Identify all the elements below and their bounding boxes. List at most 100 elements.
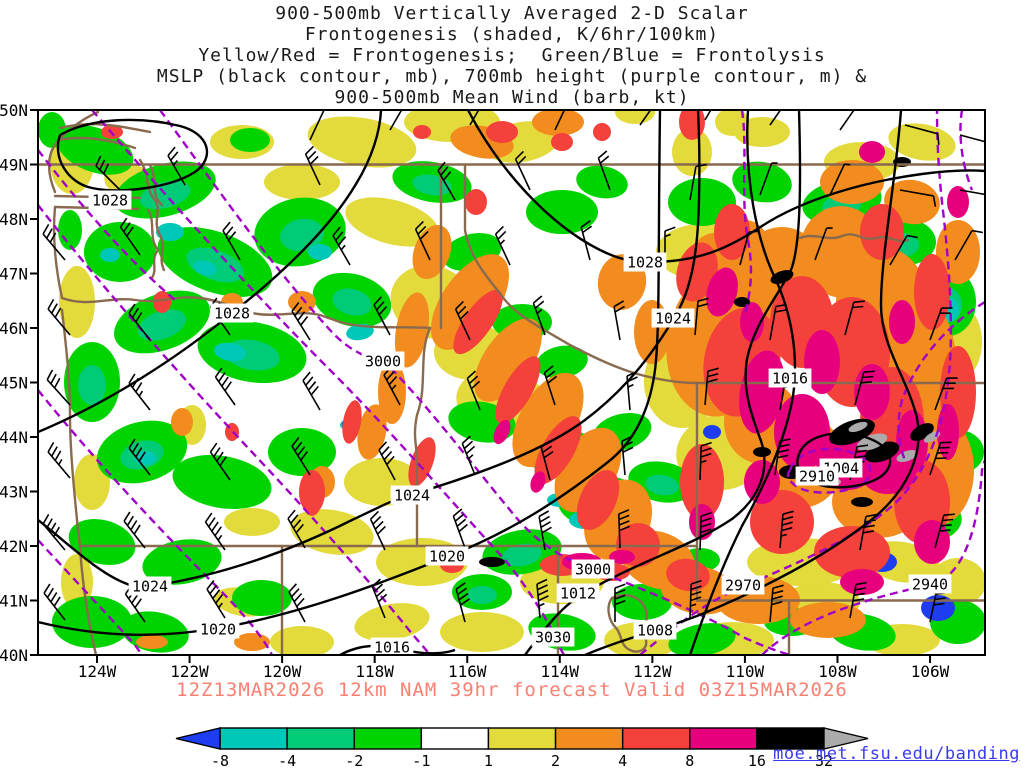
lat-label: 44N xyxy=(0,428,28,447)
wind-barb xyxy=(779,510,794,549)
frontogenesis-shade-blob xyxy=(914,520,950,564)
contour-label: 1028 xyxy=(92,192,128,210)
lat-label: 47N xyxy=(0,265,28,284)
frontogenesis-shade-blob xyxy=(171,408,193,436)
frontogenesis-shade-blob xyxy=(394,292,430,368)
700mb-height-contour xyxy=(38,539,143,655)
contour-label: 2970 xyxy=(725,577,761,595)
wind-barb xyxy=(540,440,554,481)
wind-barb xyxy=(613,300,626,341)
wind-barb xyxy=(829,163,851,196)
frontogenesis-shade-blob xyxy=(342,400,362,444)
frontogenesis-shade-blob xyxy=(430,254,510,350)
contour-label: 2910 xyxy=(799,468,835,486)
frontogenesis-shade-blob xyxy=(859,141,885,163)
wind-barb xyxy=(119,217,141,256)
700mb-height-contour xyxy=(897,300,985,463)
contour-label-bg xyxy=(361,351,405,371)
wind-barb xyxy=(704,367,719,406)
contour-label: 1024 xyxy=(394,487,430,505)
colorbar-tick-label: 2 xyxy=(551,752,560,768)
wind-barb xyxy=(514,150,531,191)
frontogenesis-shade-blob xyxy=(68,518,136,566)
mslp-contour xyxy=(466,110,985,264)
lat-label: 40N xyxy=(0,646,28,665)
state-border xyxy=(52,205,98,655)
frontogenesis-shade-blob xyxy=(706,267,738,317)
frontogenesis-shade-blob xyxy=(526,190,598,234)
colorbar-tick-label: 4 xyxy=(618,752,627,768)
wind-barb xyxy=(621,435,634,476)
mslp-contour xyxy=(688,110,797,655)
wind-barb xyxy=(128,438,151,476)
frontogenesis-shade-blob xyxy=(840,569,884,595)
contour-label: 1012 xyxy=(560,585,596,603)
frontogenesis-shade-blob xyxy=(84,222,156,282)
title-line-4: MSLP (black contour, mb), 700mb height (… xyxy=(156,66,868,87)
frontogenesis-shade-blob xyxy=(732,161,792,203)
frontogenesis-shade-blob xyxy=(332,288,372,316)
frontogenesis-shade-blob xyxy=(153,291,171,313)
wind-barb xyxy=(689,579,702,619)
frontogenesis-shade-blob xyxy=(413,125,431,139)
frontogenesis-shade-blob xyxy=(753,447,771,457)
contour-label: 2940 xyxy=(912,576,948,594)
lat-label: 45N xyxy=(0,374,28,393)
wind-barb xyxy=(849,581,867,619)
contour-label-bg xyxy=(425,546,469,566)
contour-label: 1024 xyxy=(655,310,691,328)
credit-link[interactable]: moe.met.fsu.edu/banding xyxy=(773,744,1020,764)
frontogenesis-shade-blob xyxy=(138,309,186,341)
mslp-contour xyxy=(38,110,383,434)
frontogenesis-shade-blob xyxy=(914,254,950,330)
frontogenesis-shade-blob xyxy=(854,364,890,420)
wind-barb xyxy=(369,510,386,551)
frontogenesis-shade-blob xyxy=(408,437,436,487)
wind-barb xyxy=(759,162,778,196)
frontogenesis-shade-blob xyxy=(345,197,439,247)
lon-label: 118W xyxy=(355,662,394,681)
wind-barb xyxy=(639,110,652,126)
colorbar-tick-label: -2 xyxy=(345,752,363,768)
wind-barb xyxy=(378,441,396,481)
wind-barb xyxy=(689,163,707,201)
frontogenesis-shade-blob xyxy=(467,586,497,604)
frontogenesis-shade-blob xyxy=(790,602,866,638)
frontogenesis-shade-blob xyxy=(576,470,620,530)
wind-barb xyxy=(769,303,787,341)
contour-label: 3000 xyxy=(575,561,611,579)
700mb-height-contour xyxy=(639,110,953,655)
contour-label-bg xyxy=(370,637,414,655)
lon-label: 124W xyxy=(78,662,117,681)
lon-label: 116W xyxy=(448,662,487,681)
frontogenesis-shade-blob xyxy=(551,133,573,151)
colorbar-segment xyxy=(353,727,423,750)
wind-barb xyxy=(536,578,549,619)
wind-barb xyxy=(291,302,311,341)
wind-barb xyxy=(614,583,626,622)
frontogenesis-shade-blob xyxy=(193,260,217,276)
700mb-height-contour xyxy=(38,204,431,655)
wind-barb xyxy=(47,299,71,336)
colorbar-tick-label: 16 xyxy=(748,752,766,768)
contour-label-bg xyxy=(88,190,132,210)
frontogenesis-shade-blob xyxy=(270,626,334,655)
state-border xyxy=(138,158,166,272)
wind-barb xyxy=(769,110,782,126)
wind-barb xyxy=(371,578,388,619)
frontogenesis-shade-blob xyxy=(593,123,611,141)
wind-barb xyxy=(814,227,833,261)
wind-barb xyxy=(739,230,760,266)
frontogenesis-shade-blob xyxy=(715,110,749,136)
forecast-caption: 12Z13MAR2026 12km NAM 39hr forecast Vali… xyxy=(176,679,848,701)
contour-label-bg xyxy=(531,627,575,647)
state-border xyxy=(607,594,648,653)
wind-barb xyxy=(597,150,611,191)
colorbar-segment xyxy=(219,727,288,750)
mslp-contour xyxy=(584,110,920,655)
colorbar-left-arrow xyxy=(175,727,221,750)
frontogenesis-shade-blob xyxy=(495,356,541,424)
contour-label-bg xyxy=(721,575,765,595)
frontogenesis-shade-blob xyxy=(493,419,511,445)
